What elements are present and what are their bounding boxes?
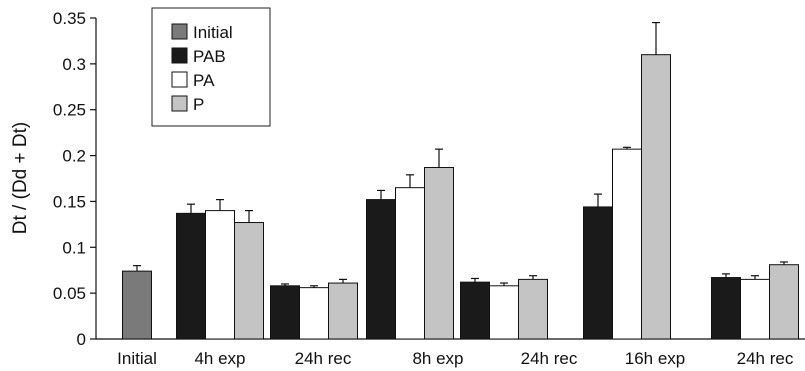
x-tick-label: 24h rec (737, 349, 794, 368)
bar-pab-2 (176, 212, 206, 340)
y-tick-label: 0.35 (53, 9, 86, 28)
y-tick-label: 0.25 (53, 101, 86, 120)
x-tick-label: 24h rec (521, 349, 578, 368)
legend-label-pab: PAB (193, 47, 226, 66)
bar-p-5 (518, 278, 548, 340)
legend-label-p: P (193, 95, 204, 114)
legend-swatch-p (171, 95, 188, 112)
x-tick-label: 24h rec (295, 349, 352, 368)
legend-swatch-pa (171, 71, 188, 88)
bar-p-4 (424, 166, 454, 340)
bar-pa-5 (489, 285, 519, 340)
y-tick-label: 0.1 (62, 238, 86, 257)
bar-pab-5 (460, 281, 490, 340)
bar-p-3 (328, 282, 358, 340)
bar-pa-2 (205, 210, 235, 340)
bar-pa-6 (612, 148, 642, 340)
x-tick-label: 8h exp (412, 349, 463, 368)
bar-pa-3 (299, 287, 329, 340)
legend-label-initial: Initial (193, 23, 233, 42)
y-tick-label: 0.15 (53, 192, 86, 211)
y-tick-label: 0.2 (62, 147, 86, 166)
bar-pab-7 (711, 277, 741, 340)
bar-p-7 (769, 264, 799, 340)
x-tick-label: Initial (117, 349, 157, 368)
y-tick-label: 0 (77, 330, 86, 349)
x-tick-label: 16h exp (625, 349, 686, 368)
bar-pa-7 (740, 278, 770, 340)
x-tick-label: 4h exp (194, 349, 245, 368)
legend: Initial PAB PA P (151, 7, 271, 127)
legend-swatch-pab (171, 47, 188, 64)
legend-swatch-initial (171, 23, 188, 40)
bar-p-2 (234, 222, 264, 340)
y-axis-title: Dt / (Dd + Dt) (10, 122, 31, 234)
legend-label-pa: PA (193, 71, 215, 90)
bar-pab-4 (366, 199, 396, 340)
bar-p-6 (641, 54, 671, 340)
bar-pab-3 (270, 285, 300, 340)
y-tick-label: 0.3 (62, 55, 86, 74)
bar-pa-4 (395, 187, 425, 340)
bar-initial-1 (122, 270, 152, 340)
y-tick-label: 0.05 (53, 284, 86, 303)
plot-area: 0 0.05 0.1 0.15 0.2 0.25 0.3 0.35 Initial 4h exp 2… (53, 9, 805, 368)
bar-pab-6 (583, 206, 613, 340)
